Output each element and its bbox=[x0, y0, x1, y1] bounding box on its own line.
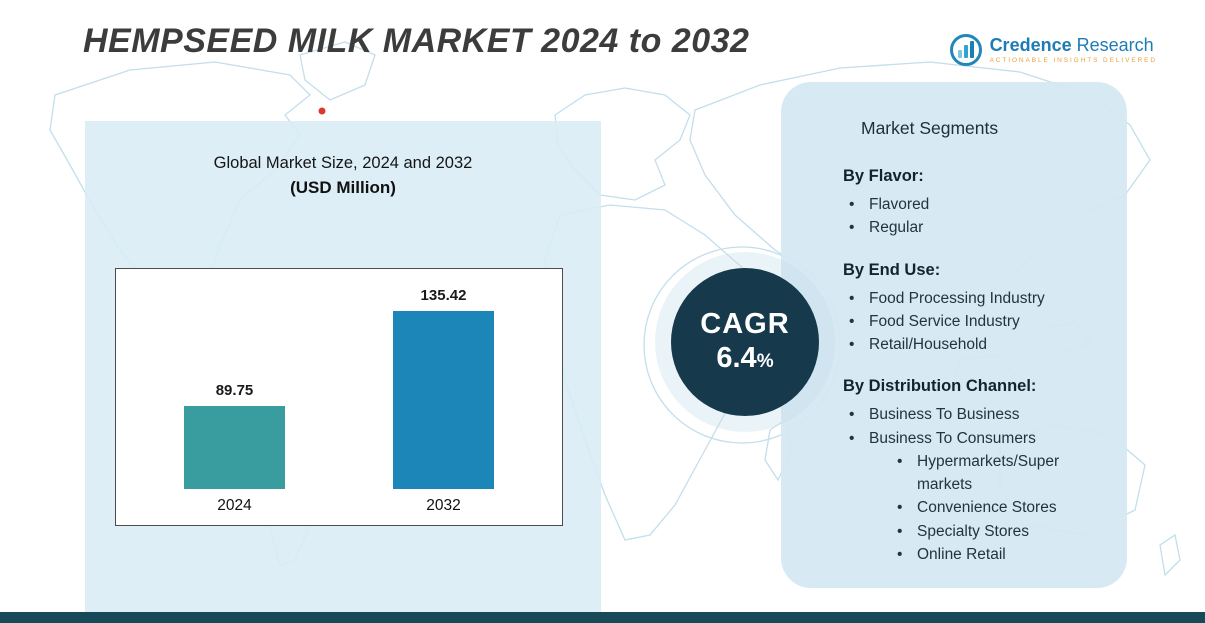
segment-item-label: Flavored bbox=[869, 196, 930, 213]
segment-groups: By Flavor: • Flavored • Regular By End Use: • F… bbox=[843, 167, 1107, 566]
segment-item: • Specialty Stores bbox=[897, 520, 1107, 543]
segment-heading: By Flavor: bbox=[843, 167, 924, 185]
cagr-value-number: 6.4 bbox=[716, 341, 757, 374]
bar-2024 bbox=[184, 406, 285, 489]
segment-item-label: Retail/Household bbox=[869, 336, 988, 353]
logo-tagline: Actionable Insights Delivered bbox=[989, 56, 1157, 64]
chart-title: Global Market Size, 2024 and 2032 bbox=[213, 154, 473, 172]
logo-brand: Credence Research bbox=[990, 36, 1157, 55]
bullet-icon: • bbox=[849, 312, 855, 330]
segments-title: Market Segments bbox=[861, 118, 999, 138]
bar-2032 bbox=[393, 311, 494, 489]
logo-bar-3 bbox=[969, 41, 974, 58]
bar-category-label: 2024 bbox=[217, 497, 252, 514]
bar-chart-plot: 89.75 2024 135.42 2032 bbox=[115, 268, 563, 526]
cagr-label: CAGR bbox=[700, 307, 790, 340]
segment-group: By Distribution Channel: • Business To Bus… bbox=[843, 377, 1107, 566]
segment-group: By Flavor: • Flavored • Regular bbox=[843, 167, 1107, 240]
segment-item-label: Business To Consumers bbox=[869, 429, 1036, 447]
segment-item-label: Convenience Stores bbox=[917, 499, 1057, 517]
segment-item-label: Hypermarkets/Super markets bbox=[917, 452, 1060, 493]
segment-item-label: Regular bbox=[869, 219, 924, 237]
logo-brand-first: Credence bbox=[989, 35, 1072, 56]
bullet-icon: • bbox=[849, 429, 855, 447]
percent-sign: % bbox=[756, 350, 774, 372]
bullet-icon: • bbox=[849, 406, 855, 424]
segment-group: By End Use: • Food Processing Industry • Foo… bbox=[843, 261, 1107, 357]
segment-item-label: Food Processing Industry bbox=[869, 289, 1045, 307]
bar-column: 89.75 2024 bbox=[184, 382, 285, 517]
market-size-panel: Global Market Size, 2024 and 2032 (USD M… bbox=[85, 121, 601, 612]
logo-bar-1 bbox=[957, 50, 962, 58]
segment-heading: By Distribution Channel: bbox=[843, 377, 1037, 396]
bar-column: 135.42 2032 bbox=[393, 287, 494, 517]
bullet-icon: • bbox=[849, 196, 855, 213]
bullet-icon: • bbox=[897, 499, 903, 517]
segment-item-label: Specialty Stores bbox=[917, 522, 1029, 540]
segment-item: • Business To Business bbox=[849, 403, 1107, 426]
segment-item: • Business To Consumers bbox=[849, 427, 1107, 450]
segment-item: • Flavored bbox=[849, 193, 1107, 216]
bar-value-label: 89.75 bbox=[215, 382, 254, 399]
segment-item: • Online Retail bbox=[897, 543, 1107, 566]
bullet-icon: • bbox=[897, 452, 903, 470]
segment-item: • Regular bbox=[849, 216, 1107, 239]
bullet-icon: • bbox=[849, 289, 855, 307]
bar-chart-logo-icon bbox=[949, 34, 982, 66]
footer-strip bbox=[0, 612, 1205, 623]
bullet-icon: • bbox=[897, 522, 903, 540]
bullet-icon: • bbox=[897, 545, 903, 563]
cagr-badge: CAGR 6.4% bbox=[671, 268, 819, 416]
bar-category-label: 2032 bbox=[426, 497, 461, 514]
map-marker-dot bbox=[318, 107, 326, 115]
segment-item: • Food Service Industry bbox=[849, 310, 1107, 333]
page-title: HEMPSEED MILK MARKET 2024 to 2032 bbox=[83, 22, 750, 60]
segment-item: • Food Processing Industry bbox=[849, 287, 1107, 310]
segment-item: • Retail/Household bbox=[849, 333, 1107, 356]
logo-text: Credence Research Actionable Insights De… bbox=[990, 36, 1157, 64]
logo-brand-rest: Research bbox=[1076, 35, 1154, 56]
segment-item-label: Online Retail bbox=[917, 545, 1006, 563]
segment-item: • Hypermarkets/Super markets bbox=[897, 450, 1107, 497]
chart-subtitle: (USD Million) bbox=[290, 178, 396, 197]
logo-bar-2 bbox=[963, 45, 968, 58]
bullet-icon: • bbox=[849, 219, 855, 237]
segment-item-label: Food Service Industry bbox=[869, 312, 1020, 330]
cagr-value: 6.4% bbox=[716, 341, 773, 376]
credence-research-logo: Credence Research Actionable Insights De… bbox=[949, 34, 1157, 66]
segment-item: • Convenience Stores bbox=[897, 496, 1107, 519]
bullet-icon: • bbox=[849, 336, 855, 353]
market-segments-panel: Market Segments By Flavor: • Flavored • Regu… bbox=[781, 82, 1127, 588]
bar-value-label: 135.42 bbox=[420, 287, 467, 304]
segment-heading: By End Use: bbox=[843, 260, 941, 279]
segment-item-label: Business To Business bbox=[869, 406, 1020, 424]
